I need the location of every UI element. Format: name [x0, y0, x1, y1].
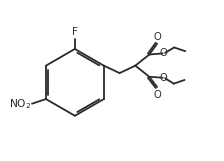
Text: O: O: [154, 90, 162, 100]
Text: NO$_2$: NO$_2$: [9, 97, 31, 111]
Text: F: F: [72, 27, 78, 38]
Text: O: O: [160, 48, 168, 58]
Text: O: O: [154, 32, 162, 42]
Text: O: O: [160, 73, 168, 83]
